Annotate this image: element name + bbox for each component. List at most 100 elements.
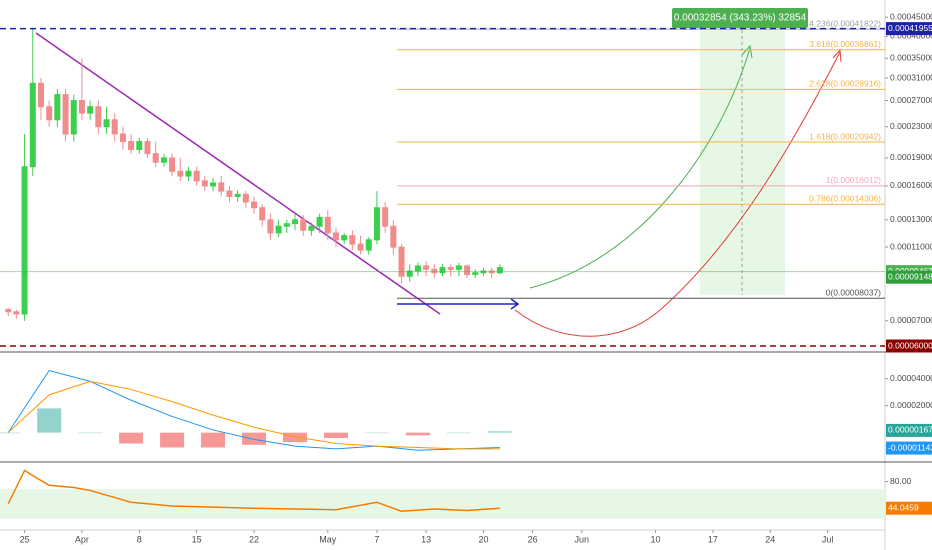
candle-body xyxy=(472,272,479,275)
candle-body xyxy=(341,235,348,241)
candle-body xyxy=(70,100,77,135)
price-tag-label: 0.00009148 xyxy=(888,271,932,281)
candle-body xyxy=(234,193,241,197)
candle-body xyxy=(242,193,249,203)
price-tag xyxy=(886,441,932,455)
up-arrow-head xyxy=(741,44,753,59)
candle-body xyxy=(152,153,159,163)
candle-body xyxy=(103,119,110,128)
y-tick-label: 0.00007000 xyxy=(890,315,932,325)
candle-body xyxy=(496,267,503,274)
y-tick-label: 0.00013000 xyxy=(890,214,932,224)
price-tag xyxy=(886,270,932,284)
macd-histogram xyxy=(0,432,21,434)
candle-body xyxy=(128,141,135,151)
candle-body xyxy=(78,100,85,114)
up-arrow xyxy=(529,47,751,289)
price-tag xyxy=(886,423,932,437)
macd-histogram xyxy=(201,432,226,448)
candle-body xyxy=(390,225,397,248)
x-tick-label: 22 xyxy=(249,534,259,544)
y-tick-label: 0.00004000 xyxy=(890,373,932,383)
candle-body xyxy=(267,219,274,234)
candle-body xyxy=(406,270,413,277)
x-tick-label: 17 xyxy=(708,534,718,544)
y-tick-label: 0.00031000 xyxy=(890,72,932,82)
candle-body xyxy=(447,267,454,270)
x-tick-label: 26 xyxy=(528,534,538,544)
candle-body xyxy=(160,157,167,163)
candle-body xyxy=(439,267,446,274)
candle-body xyxy=(300,219,307,231)
range-arrow xyxy=(397,298,520,310)
candle-body xyxy=(95,106,102,128)
macd-histogram xyxy=(405,432,430,436)
candle-body xyxy=(119,133,126,143)
candle-body xyxy=(46,106,53,121)
candle-body xyxy=(111,119,118,135)
fib-label: 1.618(0.00020942) xyxy=(809,131,881,141)
candle-body xyxy=(21,166,28,315)
y-tick-label: 0.00040000 xyxy=(890,31,932,41)
y-tick-label: 0.00002000 xyxy=(890,400,932,410)
fib-label: 1(0.00016012) xyxy=(826,175,881,185)
candle-body xyxy=(455,265,462,270)
price-tag-label: 0.00041955 xyxy=(888,23,932,33)
fib-label: 3.618(0.00036861) xyxy=(809,39,881,49)
price-tag xyxy=(886,339,932,353)
candle-body xyxy=(177,170,184,177)
candle-body xyxy=(87,106,94,114)
fib-label: 4.236(0.00041822) xyxy=(809,18,881,28)
rsi-line xyxy=(7,469,500,512)
candle-body xyxy=(169,157,176,172)
candle-body xyxy=(357,243,364,251)
macd-histogram xyxy=(323,432,348,439)
candle-body xyxy=(373,207,380,241)
candle-body xyxy=(423,265,430,270)
candle-body xyxy=(414,265,421,272)
y-tick-label: 0.00016000 xyxy=(890,180,932,190)
candle-body xyxy=(308,225,315,231)
candle-body xyxy=(29,82,36,168)
x-tick-label: 24 xyxy=(765,534,775,544)
macd-histogram xyxy=(119,432,144,444)
macd-histogram xyxy=(160,432,185,448)
candle-body xyxy=(259,207,266,221)
fib-label: 0(0.00008037) xyxy=(826,288,881,298)
y-tick-label: 0.00027000 xyxy=(890,95,932,105)
measure-box xyxy=(672,8,808,28)
x-tick-label: 25 xyxy=(20,534,30,544)
candle-body xyxy=(193,170,200,182)
x-tick-label: 20 xyxy=(478,534,488,544)
candle-body xyxy=(349,235,356,245)
price-tag-label: 44.0459 xyxy=(888,502,919,512)
candle-body xyxy=(316,216,323,227)
candle-body xyxy=(382,207,389,227)
candle-body xyxy=(332,232,339,241)
macd-histogram xyxy=(364,432,389,434)
x-tick-label: Apr xyxy=(75,534,89,544)
price-tag-label: 0.00000167 xyxy=(888,425,932,435)
candle-body xyxy=(283,223,290,227)
candle-body xyxy=(210,182,217,187)
price-tag xyxy=(886,22,932,36)
candle-body xyxy=(398,246,405,277)
candle-body xyxy=(464,265,471,275)
x-tick-label: May xyxy=(319,534,337,544)
candle-body xyxy=(292,219,298,225)
x-tick-label: 8 xyxy=(137,534,142,544)
price-tag-label: -0.00001143 xyxy=(888,442,932,452)
fib-label: 2.618(0.00028916) xyxy=(809,79,881,89)
macd-histogram xyxy=(37,408,62,433)
x-tick-label: 7 xyxy=(374,534,379,544)
y-tick-label: 0.00019000 xyxy=(890,152,932,162)
candle-body xyxy=(136,141,143,151)
price-tag xyxy=(886,501,932,515)
macd-histogram xyxy=(283,432,307,443)
rsi-band xyxy=(0,488,885,519)
macd-histogram xyxy=(78,432,103,434)
y-tick-label: 0.00045000 xyxy=(890,11,932,21)
candle-body xyxy=(365,239,372,251)
macd-histogram xyxy=(446,432,471,434)
